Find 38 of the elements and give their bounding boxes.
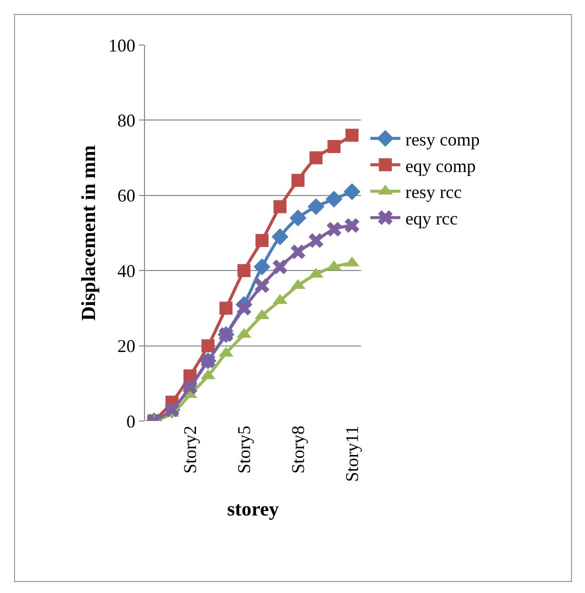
point xyxy=(220,302,232,315)
point xyxy=(308,233,324,248)
x-tick-label: Story5 xyxy=(234,426,254,474)
point xyxy=(290,210,306,226)
point xyxy=(310,151,322,164)
point xyxy=(274,200,286,214)
y-tick-label: 60 xyxy=(117,186,136,206)
x-tick-label: Story8 xyxy=(288,426,308,474)
y-tick-label: 0 xyxy=(126,411,136,432)
point xyxy=(254,278,270,293)
legend-label: resy rcc xyxy=(405,182,462,202)
point xyxy=(254,258,270,276)
point xyxy=(328,140,340,154)
x-tick-label: Story2 xyxy=(180,426,200,474)
point xyxy=(344,183,360,200)
legend-label: eqy comp xyxy=(405,156,476,176)
point xyxy=(290,244,306,260)
point xyxy=(256,234,268,248)
y-tick-label: 40 xyxy=(117,260,136,281)
legend-label: resy comp xyxy=(405,129,480,150)
y-tick-label: 100 xyxy=(108,35,136,56)
point xyxy=(292,174,304,187)
point xyxy=(326,190,342,208)
y-tick-label: 80 xyxy=(117,110,136,130)
point xyxy=(238,264,250,278)
y-tick-label: 20 xyxy=(117,336,136,356)
point xyxy=(236,300,252,316)
point xyxy=(346,128,358,142)
x-axis-title: storey xyxy=(227,498,279,520)
legend-label: eqy rcc xyxy=(405,208,458,229)
point xyxy=(202,339,214,352)
point xyxy=(272,228,288,246)
point xyxy=(308,198,324,216)
x-tick-label: Story11 xyxy=(342,426,362,482)
y-axis-title: Displacement in mm xyxy=(78,144,100,321)
point xyxy=(326,222,342,237)
point xyxy=(344,218,360,233)
point xyxy=(272,259,288,274)
